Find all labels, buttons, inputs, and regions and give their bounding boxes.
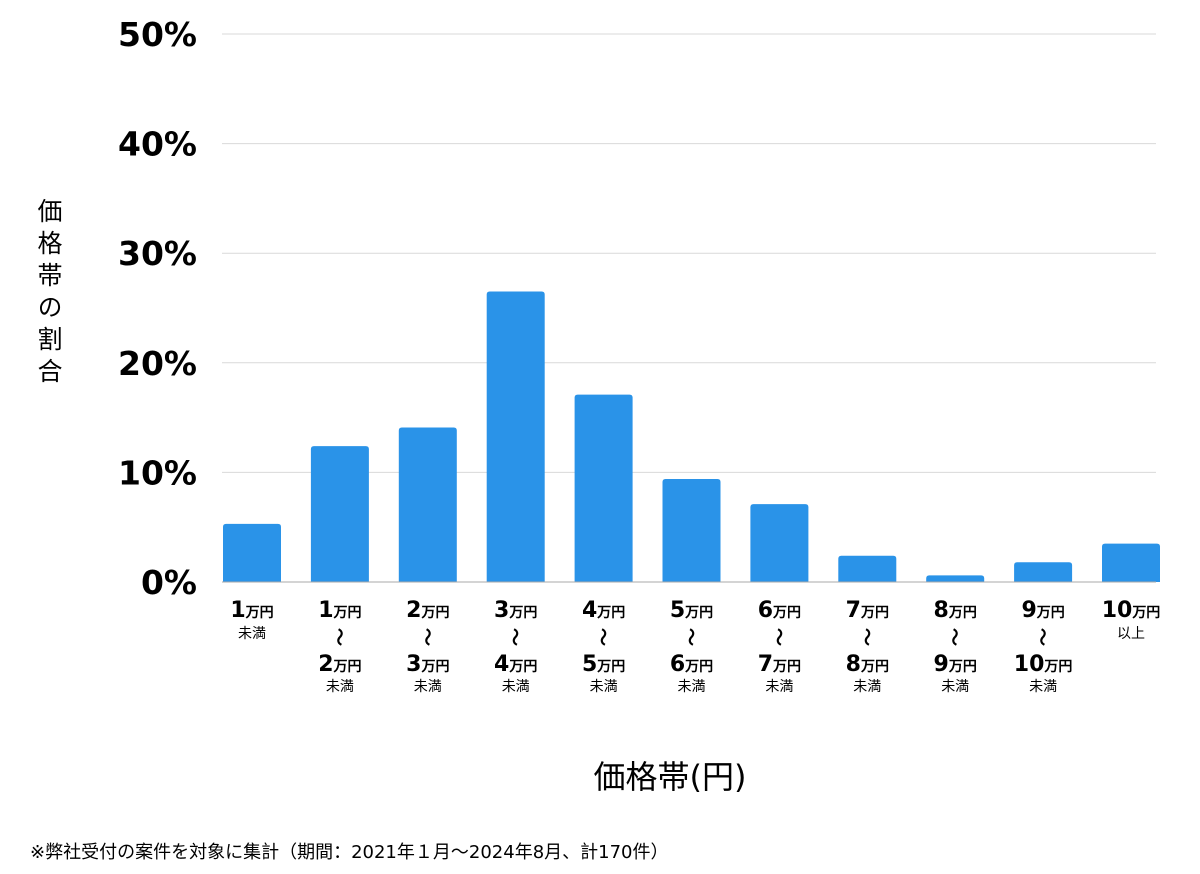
category-suffix: 未満 xyxy=(590,679,618,695)
bar xyxy=(310,446,369,582)
y-tick-label: 40% xyxy=(118,125,197,164)
category-tilde: 〜 xyxy=(855,628,876,646)
category-price: 5万円 xyxy=(670,598,713,623)
category-price: 9万円 xyxy=(934,652,977,677)
category-suffix: 未満 xyxy=(678,679,706,695)
y-tick-label: 10% xyxy=(118,453,197,492)
category-suffix: 未満 xyxy=(765,679,793,695)
bar xyxy=(838,555,897,582)
category-suffix: 未満 xyxy=(238,626,266,642)
category-price: 2万円 xyxy=(406,598,449,623)
category-suffix: 以上 xyxy=(1117,626,1145,642)
category-price: 10万円 xyxy=(1014,652,1073,677)
category-price: 4万円 xyxy=(494,652,537,677)
y-tick-label: 50% xyxy=(118,15,197,54)
category-price: 7万円 xyxy=(846,598,889,623)
gridlines xyxy=(222,33,1156,473)
category-suffix: 未満 xyxy=(941,679,969,695)
footnote: ※弊社受付の案件を対象に集計（期間：2021年１月〜2024年8月、計170件） xyxy=(30,842,669,863)
category-tilde: 〜 xyxy=(504,628,525,646)
category-price: 4万円 xyxy=(582,598,625,623)
category-price: 3万円 xyxy=(406,652,449,677)
category-price: 6万円 xyxy=(758,598,801,623)
category-tilde: 〜 xyxy=(943,628,964,646)
y-tick-label: 20% xyxy=(118,344,197,383)
category-price: 3万円 xyxy=(494,598,537,623)
category-price: 5万円 xyxy=(582,652,625,677)
category-tilde: 〜 xyxy=(767,628,788,646)
bar xyxy=(662,478,721,582)
bar xyxy=(398,427,457,582)
category-price: 8万円 xyxy=(846,652,889,677)
bar xyxy=(1014,562,1073,582)
category-suffix: 未満 xyxy=(853,679,881,695)
category-price: 2万円 xyxy=(318,652,361,677)
y-tick-label: 30% xyxy=(118,234,197,273)
bar xyxy=(223,523,281,582)
y-axis-label: 価格帯の割合 xyxy=(34,198,63,390)
category-tilde: 〜 xyxy=(592,628,613,646)
category-suffix: 未満 xyxy=(502,679,530,695)
category-tilde: 〜 xyxy=(1031,628,1052,646)
category-price: 1万円 xyxy=(230,598,273,623)
x-axis-label: 価格帯(円) xyxy=(593,758,747,796)
bar xyxy=(574,394,633,582)
bars xyxy=(223,291,1160,582)
category-suffix: 未満 xyxy=(414,679,442,695)
category-price: 9万円 xyxy=(1021,598,1064,623)
bar xyxy=(486,291,545,582)
bar xyxy=(1102,543,1160,582)
bar xyxy=(926,575,985,582)
y-tick-label: 0% xyxy=(141,563,197,602)
category-price: 6万円 xyxy=(670,652,713,677)
category-price: 10万円 xyxy=(1102,598,1161,623)
category-tilde: 〜 xyxy=(680,628,701,646)
category-price: 7万円 xyxy=(758,652,801,677)
category-tilde: 〜 xyxy=(416,628,437,646)
category-price: 8万円 xyxy=(934,598,977,623)
category-suffix: 未満 xyxy=(1029,679,1057,695)
category-suffix: 未満 xyxy=(326,679,354,695)
y-axis-ticks: 0% 10% 20% 30% 40% 50% xyxy=(118,15,197,602)
x-axis-categories: 1万円未満1万円〜2万円未満2万円〜3万円未満3万円〜4万円未満4万円〜5万円未… xyxy=(230,598,1160,695)
bar xyxy=(750,504,809,582)
category-tilde: 〜 xyxy=(328,628,349,646)
category-price: 1万円 xyxy=(318,598,361,623)
